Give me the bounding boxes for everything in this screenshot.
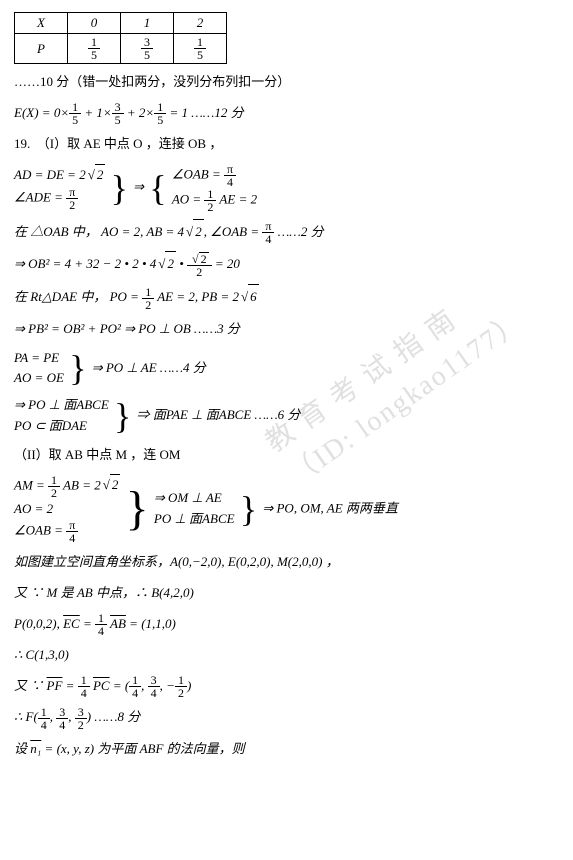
table-header: 2 [174, 13, 227, 34]
math-line: ⇒ PB² = OB² + PO² ⇒ PO ⊥ OB ……3 分 [14, 317, 559, 342]
table-cell: 15 [68, 34, 121, 64]
math-line: P(0,0,2), EC = 14 AB = (1,1,0) [14, 612, 559, 638]
math-line: ∴ C(1,3,0) [14, 643, 559, 668]
math-line: AD = DE = 22 ∠ADE = π2 } ⇒ { ∠OAB = π4 A… [14, 163, 559, 213]
text-line: 19. （I）取 AE 中点 O ，连接 OB ， [14, 132, 559, 157]
math-line: AM = 12 AB = 22 AO = 2 ∠OAB = π4 } ⇒ OM … [14, 474, 559, 545]
table-cell: 15 [174, 34, 227, 64]
table-header: 1 [121, 13, 174, 34]
math-line: 设 n₁ = (x, y, z) 为平面 ABF 的法向量，则 [14, 737, 559, 762]
math-line: 在 Rt△DAE 中， PO = 12 AE = 2, PB = 26 [14, 284, 559, 311]
math-line: 又 ∵ M 是 AB 中点，∴ B(4,2,0) [14, 581, 559, 606]
math-line: E(X) = 0×15 + 1×35 + 2×15 = 1 ……12 分 [14, 101, 559, 127]
math-line: ⇒ PO ⊥ 面ABCE PO ⊂ 面DAE } ⇒ 面PAE ⊥ 面ABCE … [14, 395, 559, 437]
text-line: （II）取 AB 中点 M ，连 OM [14, 443, 559, 468]
math-line: 又 ∵ PF = 14 PC = (14, 34, −12) [14, 674, 559, 700]
content: X 0 1 2 P 15 35 15 ……10 分（错一处扣两分，没列分布列扣一… [14, 12, 559, 762]
table-header: X [15, 13, 68, 34]
distribution-table: X 0 1 2 P 15 35 15 [14, 12, 227, 64]
math-line: ⇒ OB² = 4 + 32 − 2 • 2 • 42 • 22 = 20 [14, 251, 559, 278]
table-header: 0 [68, 13, 121, 34]
math-line: ∴ F(14, 34, 32) ……8 分 [14, 705, 559, 731]
math-line: 在 △OAB 中， AO = 2, AB = 42, ∠OAB = π4 ……2… [14, 219, 559, 246]
table-cell: P [15, 34, 68, 64]
table-cell: 35 [121, 34, 174, 64]
math-line: PA = PE AO = OE } ⇒ PO ⊥ AE ……4 分 [14, 348, 559, 390]
text-line: ……10 分（错一处扣两分，没列分布列扣一分） [14, 70, 559, 95]
math-line: 如图建立空间直角坐标系，A(0,−2,0), E(0,2,0), M(2,0,0… [14, 550, 559, 575]
